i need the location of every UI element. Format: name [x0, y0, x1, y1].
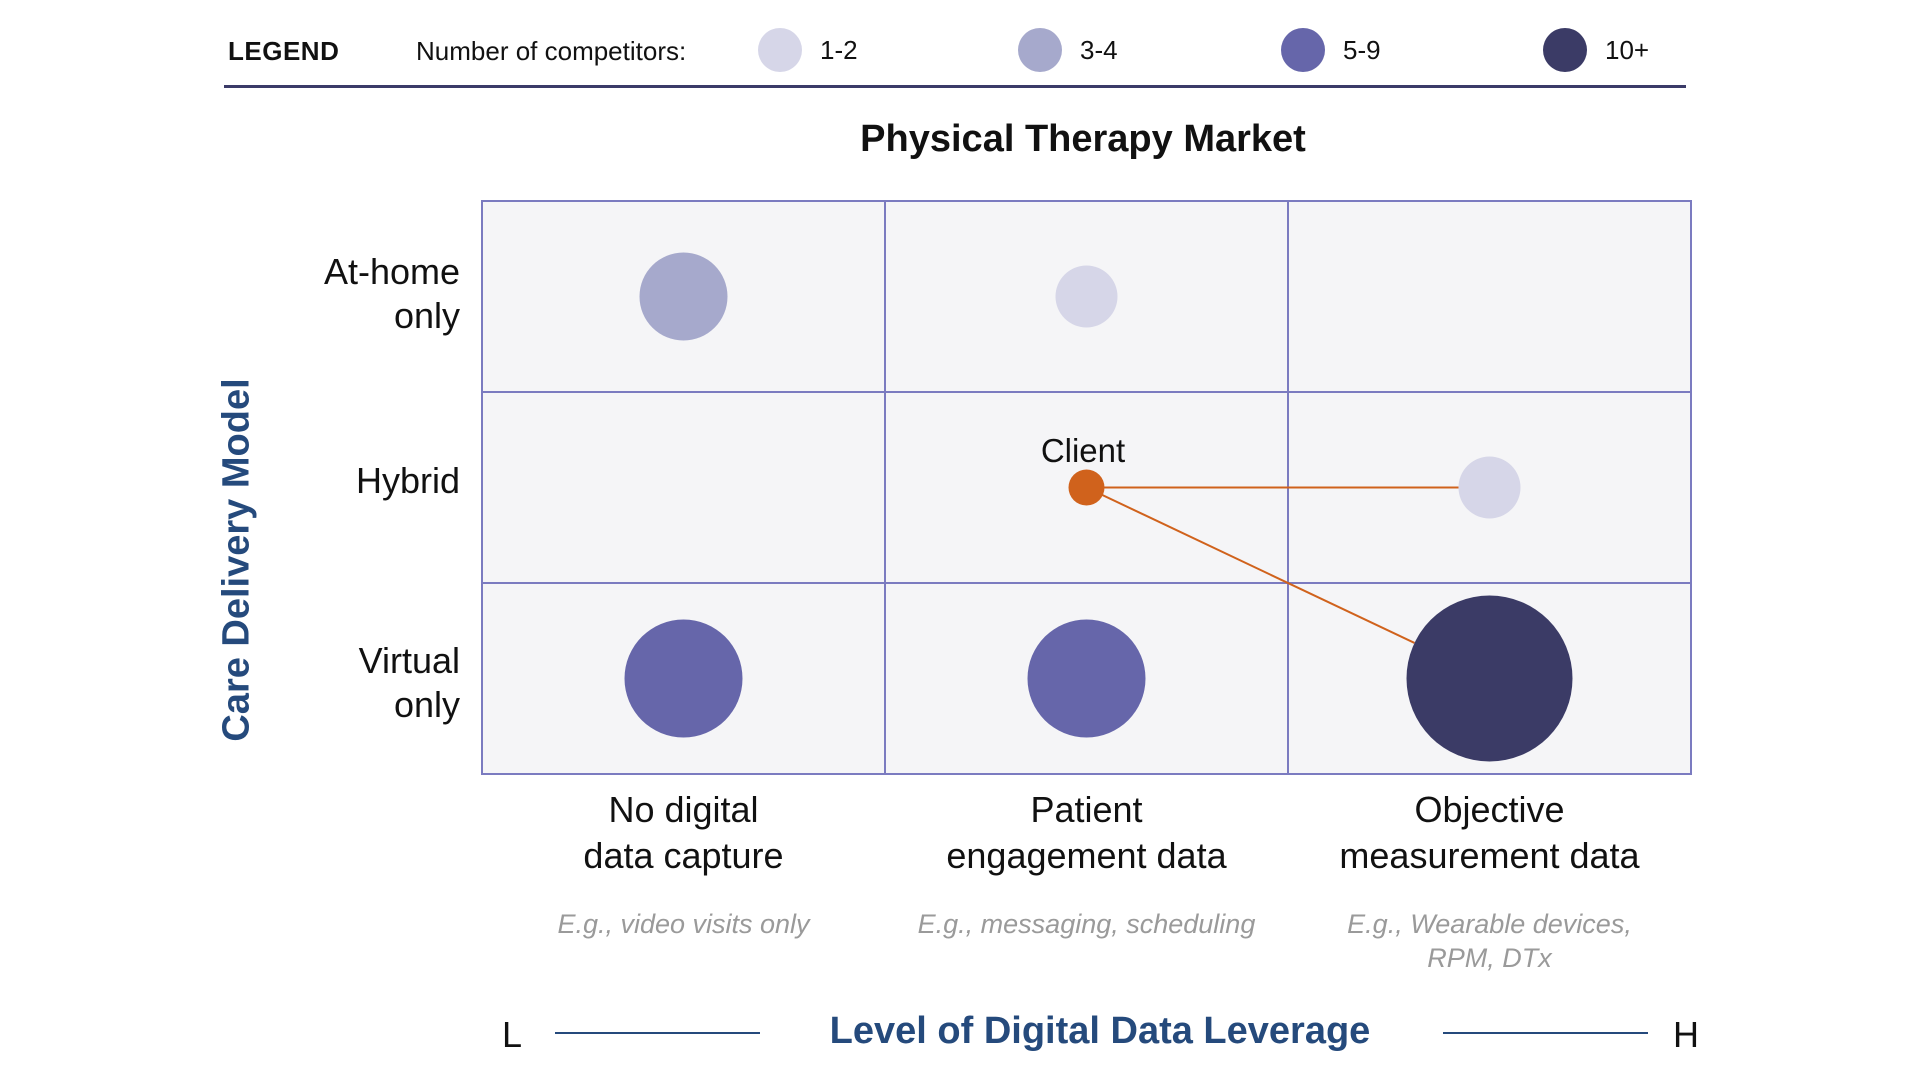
competitor-bubble-r2-c1 [1027, 619, 1146, 738]
row-label-at-home-line1: At-home [323, 251, 460, 292]
column-label-objective-measurement-line1: Objective [1414, 789, 1565, 830]
legend-label-1-2: 1-2 [820, 34, 858, 65]
column-label-no-digital-line1: No digital [608, 789, 759, 830]
legend-swatch-3-4 [1018, 28, 1062, 72]
client-connector-line-2 [1086, 486, 1415, 644]
axis-low-label: L [502, 1014, 523, 1055]
competitor-bubble-r0-c1 [1055, 265, 1118, 328]
competitor-bubble-r1-c2 [1458, 456, 1521, 519]
matrix-cell-r0-c2 [1287, 200, 1692, 393]
legend-caption: Number of competitors: [416, 36, 687, 66]
client-label: Client [1040, 432, 1126, 469]
x-axis-title: Level of Digital Data Leverage [829, 1010, 1371, 1052]
legend-label-3-4: 3-4 [1080, 34, 1118, 65]
legend-label-5-9: 5-9 [1343, 34, 1381, 65]
row-label-hybrid: Hybrid [356, 459, 460, 503]
legend-title: LEGEND [228, 36, 340, 66]
row-label-at-home: At-home only [324, 250, 460, 338]
legend-swatch-1-2 [758, 28, 802, 72]
legend-divider [224, 85, 1686, 88]
row-label-at-home-line2: only [393, 295, 460, 336]
legend-item-1-2: 1-2 [758, 28, 858, 72]
axis-line-right [1443, 1032, 1648, 1034]
axis-high-label: H [1673, 1014, 1699, 1055]
column-example-no-digital: E.g., video visits only [482, 907, 885, 941]
column-label-objective-measurement-line2: measurement data [1339, 835, 1640, 876]
column-label-patient-engagement: Patient engagement data [885, 787, 1288, 879]
row-label-virtual: Virtual only [359, 639, 460, 727]
legend-swatch-5-9 [1281, 28, 1325, 72]
axis-line-left [555, 1032, 760, 1034]
legend-item-3-4: 3-4 [1018, 28, 1118, 72]
chart-title: Physical Therapy Market [860, 118, 1306, 160]
column-label-patient-engagement-line1: Patient [1030, 789, 1143, 830]
competitor-bubble-r0-c0 [639, 252, 728, 341]
competitor-bubble-r2-c2 [1406, 595, 1573, 762]
legend-swatch-10-plus [1543, 28, 1587, 72]
column-example-patient-engagement: E.g., messaging, scheduling [885, 907, 1288, 941]
matrix-cell-r1-c0 [481, 391, 886, 584]
row-label-hybrid-line1: Hybrid [355, 460, 460, 501]
column-example-objective-measurement-line2: RPM, DTx [1427, 943, 1552, 973]
row-label-virtual-line2: only [393, 684, 460, 725]
row-label-virtual-line1: Virtual [358, 640, 460, 681]
column-example-objective-measurement-line1: E.g., Wearable devices, [1347, 909, 1632, 939]
column-example-no-digital-line1: E.g., video visits only [557, 909, 810, 939]
column-label-no-digital-line2: data capture [583, 835, 784, 876]
y-axis-title: Care Delivery Model [215, 378, 258, 742]
column-example-patient-engagement-line1: E.g., messaging, scheduling [917, 909, 1256, 939]
legend-item-5-9: 5-9 [1281, 28, 1381, 72]
column-label-no-digital: No digital data capture [482, 787, 885, 879]
competitor-bubble-r2-c0 [624, 619, 743, 738]
column-label-objective-measurement: Objective measurement data [1288, 787, 1691, 879]
legend-label-10-plus: 10+ [1605, 34, 1650, 65]
client-dot [1068, 469, 1105, 506]
column-label-patient-engagement-line2: engagement data [946, 835, 1227, 876]
legend-item-10-plus: 10+ [1543, 28, 1649, 72]
column-example-objective-measurement: E.g., Wearable devices, RPM, DTx [1288, 907, 1691, 975]
